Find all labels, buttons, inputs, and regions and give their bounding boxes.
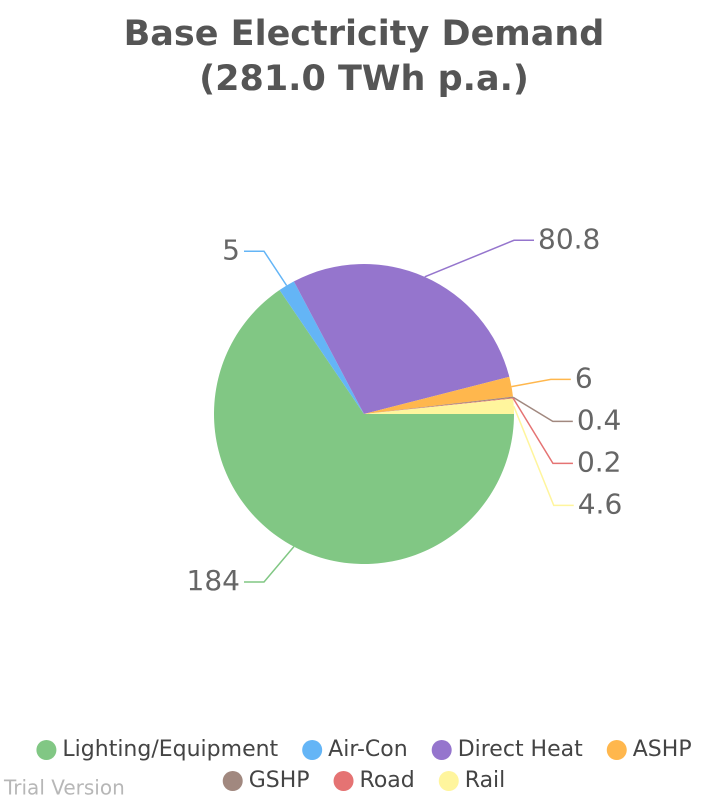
leader-line <box>424 239 534 278</box>
leader-line <box>512 397 573 465</box>
data-label: 6 <box>575 361 593 394</box>
data-label: 80.8 <box>538 222 600 255</box>
legend-item: Direct Heat <box>431 737 583 762</box>
legend-item: ASHP <box>606 737 692 762</box>
legend-label: Air-Con <box>328 737 408 762</box>
legend-marker <box>302 740 323 760</box>
data-label: 184 <box>187 564 240 597</box>
data-label: 5 <box>222 233 240 266</box>
legend-label: Lighting/Equipment <box>62 737 278 762</box>
pie-slice <box>293 264 510 414</box>
legend-item: Lighting/Equipment <box>36 737 279 762</box>
pie-slice <box>279 281 364 414</box>
legend-item: Air-Con <box>302 737 408 762</box>
legend-marker <box>438 771 459 791</box>
legend-item: GSHP <box>222 768 310 793</box>
legend-item: Road <box>333 768 415 793</box>
pie-slice <box>364 397 514 414</box>
chart-title: (281.0 TWh p.a.) <box>199 59 529 99</box>
data-label: 0.4 <box>577 403 622 436</box>
pie-slice <box>364 398 514 414</box>
data-label: 0.2 <box>577 445 622 478</box>
legend-label: Road <box>360 768 415 793</box>
pie-slice <box>364 376 513 414</box>
pie-slice <box>364 396 514 414</box>
leader-line <box>513 406 574 507</box>
legend-marker <box>606 740 627 760</box>
leader-line <box>244 250 288 286</box>
legend-marker <box>333 771 354 791</box>
legend-label: GSHP <box>249 768 310 793</box>
legend-marker <box>36 740 57 760</box>
legend-marker <box>222 771 243 791</box>
watermark: Trial Version <box>3 776 125 800</box>
pie-slice <box>214 290 514 564</box>
leader-line <box>512 396 573 423</box>
legend-label: ASHP <box>633 737 692 762</box>
legend-item: Rail <box>438 768 506 793</box>
data-label: 4.6 <box>578 487 623 520</box>
leader-line <box>511 378 571 388</box>
legend-label: Direct Heat <box>458 737 583 762</box>
legend-label: Rail <box>465 768 506 793</box>
pie: 184 5 80.8 6 0.4 0.2 4.6 <box>187 222 623 597</box>
chart-title: Base Electricity Demand <box>124 14 605 54</box>
leader-line <box>244 546 295 583</box>
legend-marker <box>431 740 452 760</box>
legend: Lighting/Equipment Air-Con Direct Heat ASHP… <box>36 737 692 793</box>
